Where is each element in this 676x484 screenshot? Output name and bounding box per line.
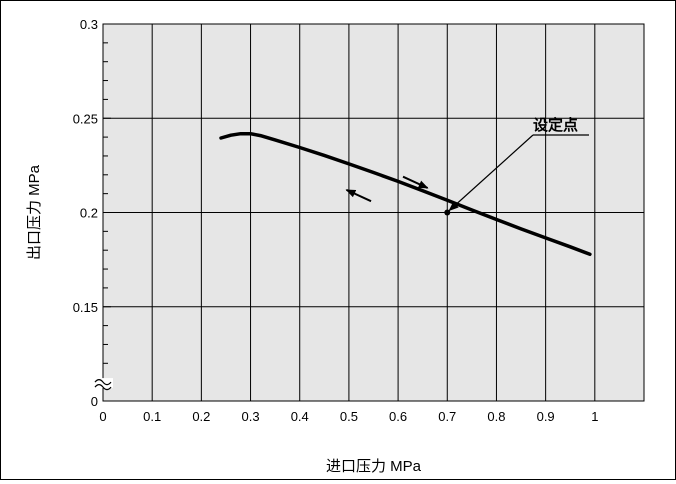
x-tick-label: 1 — [591, 409, 598, 424]
x-axis-label: 进口压力 MPa — [326, 458, 422, 475]
y-tick-labels: 0 0.15 0.2 0.25 0.3 — [73, 17, 98, 409]
x-tick-label: 0.4 — [291, 409, 309, 424]
x-tick-label: 0.1 — [143, 409, 161, 424]
x-tick-label: 0.7 — [438, 409, 456, 424]
x-tick-label: 0.8 — [487, 409, 505, 424]
x-tick-label: 0.5 — [340, 409, 358, 424]
x-tick-label: 0.3 — [242, 409, 260, 424]
y-tick-label: 0.15 — [73, 300, 98, 315]
x-tick-labels: 0 0.1 0.2 0.3 0.4 0.5 0.6 0.7 0.8 0.9 1 — [99, 409, 598, 424]
set-point-marker — [444, 210, 450, 216]
x-tick-label: 0.2 — [192, 409, 210, 424]
y-axis-break-symbol — [95, 378, 113, 390]
y-tick-label: 0.3 — [80, 17, 98, 32]
y-tick-label: 0 — [91, 394, 98, 409]
y-axis-label: 出口压力 MPa — [26, 164, 43, 260]
x-tick-label: 0.6 — [389, 409, 407, 424]
y-tick-label: 0.2 — [80, 206, 98, 221]
annotation-label: 设定点 — [533, 116, 578, 134]
x-tick-label: 0.9 — [537, 409, 555, 424]
y-tick-label: 0.25 — [73, 111, 98, 126]
x-tick-label: 0 — [99, 409, 106, 424]
